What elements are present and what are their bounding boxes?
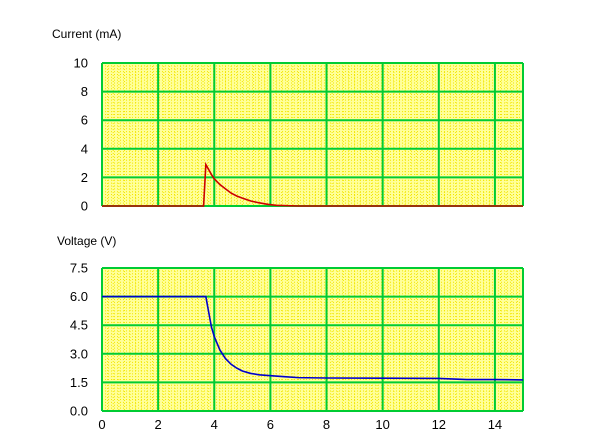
y-tick-label: 6.0 (70, 289, 88, 304)
voltage-series-line (102, 295, 524, 381)
y-tick-label: 10 (74, 56, 88, 71)
x-tick-label: 12 (432, 417, 446, 432)
voltage-axis-title: Voltage (V) (57, 234, 116, 248)
x-tick-label: 0 (98, 417, 105, 432)
x-tick-labels: 0 2 4 6 8 10 12 14 (98, 417, 502, 432)
voltage-series (102, 295, 524, 381)
current-axis-title: Current (mA) (52, 27, 121, 41)
current-series-line (102, 161, 523, 207)
current-chart: Current (mA) 0 2 4 6 8 10 (52, 27, 524, 214)
x-tick-label: 14 (488, 417, 502, 432)
y-tick-label: 4.5 (70, 318, 88, 333)
y-tick-label: 3.0 (70, 346, 88, 361)
current-y-tick-labels: 0 2 4 6 8 10 (74, 56, 88, 214)
y-tick-label: 1.5 (70, 375, 88, 390)
x-tick-label: 4 (211, 417, 218, 432)
voltage-chart: Voltage (V) 0.0 1.5 3.0 4.5 6.0 7.5 0 2 4 6 8 10 12… (57, 234, 524, 432)
voltage-major-grid (101, 267, 524, 412)
y-tick-label: 4 (81, 141, 88, 156)
x-tick-label: 2 (155, 417, 162, 432)
y-tick-label: 7.5 (70, 261, 88, 276)
y-tick-label: 0 (81, 199, 88, 214)
y-tick-label: 6 (81, 113, 88, 128)
y-tick-label: 8 (81, 84, 88, 99)
voltage-y-tick-labels: 0.0 1.5 3.0 4.5 6.0 7.5 (70, 261, 88, 419)
x-tick-label: 8 (323, 417, 330, 432)
x-tick-label: 6 (267, 417, 274, 432)
current-series (102, 161, 523, 207)
y-tick-label: 2 (81, 170, 88, 185)
x-tick-label: 10 (375, 417, 389, 432)
y-tick-label: 0.0 (70, 404, 88, 419)
